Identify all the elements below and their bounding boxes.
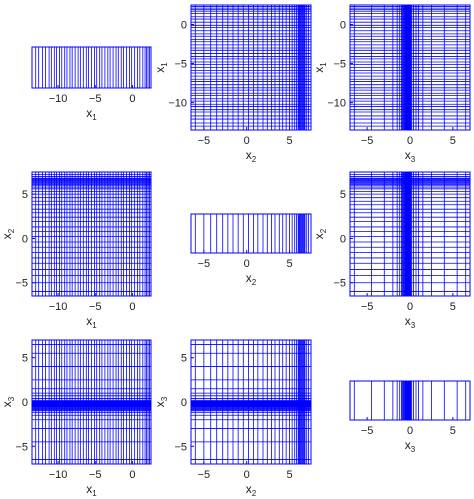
x-tick-label: 0 [129,301,135,313]
x-tick-label: −5 [361,301,374,313]
x-tick-label: 5 [450,135,456,147]
x-tick-label: −5 [89,469,102,481]
x-tick-label: 0 [244,469,250,481]
x-tick-label: −5 [361,135,374,147]
y-tick-label: 5 [181,353,187,365]
x-axis-label: x2 [246,148,257,164]
panel-frame [31,171,152,297]
x-tick-label: 0 [407,425,413,437]
axis-label-subscript: 3 [7,396,16,401]
y-tick-label: −5 [333,278,346,290]
x-tick-label: −5 [198,469,211,481]
x-tick-label: 0 [129,469,135,481]
panel-r1-c1: −10 −5 0 x1 [31,46,152,122]
axis-label-subscript: 2 [319,228,328,233]
y-axis-label: x2 [312,228,328,239]
axis-label-subscript: 1 [160,62,169,67]
axis-label-subscript: 2 [252,489,257,498]
y-tick-label: −10 [168,98,187,110]
x-tick-label: 5 [450,301,456,313]
panel-r3-c3: −5 0 5 x3 [349,380,471,454]
y-tick-label: 0 [22,233,28,245]
x-axis-label: x3 [405,148,416,164]
axis-label-subscript: 1 [319,62,328,67]
y-tick-label: 5 [340,189,346,201]
axis-label-subscript: 1 [92,113,97,122]
x-tick-label: −10 [49,301,68,313]
x-axis-label: x3 [405,314,416,330]
panel-r2-c2: −5 0 5 x2 [190,213,312,287]
x-tick-label: −10 [49,93,68,105]
y-tick-label: −5 [333,59,346,71]
y-tick-label: 0 [181,397,187,409]
y-tick-label: −5 [174,441,187,453]
x-tick-label: −5 [89,93,102,105]
axis-label-subscript: 1 [92,321,97,330]
axis-label-subscript: 3 [411,155,416,164]
panel-r1-c2: −5 0 5 x2 −10 −5 0 x1 [153,4,312,164]
y-axis-label: x1 [312,62,328,73]
y-axis-label: x1 [153,62,169,73]
x-tick-label: −10 [49,469,68,481]
axis-label-subscript: 3 [411,321,416,330]
y-axis-label: x3 [0,396,16,407]
x-tick-label: 5 [450,425,456,437]
x-tick-label: −5 [89,301,102,313]
x-tick-label: 0 [407,135,413,147]
panel-frame [190,213,312,254]
x-axis-label: x1 [86,314,97,330]
panel-frame [31,46,152,89]
x-tick-label: 5 [287,135,293,147]
panel-r2-c3: −5 0 5 x3 −5 0 5 x2 [312,171,471,330]
x-axis-label: x2 [246,271,257,287]
y-axis-label: x3 [153,396,169,407]
x-tick-label: −5 [361,425,374,437]
x-axis-label: x1 [86,106,97,122]
x-axis-label: x3 [405,438,416,454]
y-tick-label: −5 [15,278,28,290]
axis-label-subscript: 2 [252,278,257,287]
y-axis-label: x2 [0,228,16,239]
y-tick-label: 5 [22,353,28,365]
x-tick-label: −5 [198,135,211,147]
panel-r1-c3: −5 0 5 x3 −10 −5 0 x1 [312,4,471,164]
x-tick-label: 0 [244,135,250,147]
axis-label-subscript: 2 [252,155,257,164]
y-tick-label: −5 [174,59,187,71]
x-axis-label: x1 [86,482,97,498]
panel-frame [190,4,312,131]
y-tick-label: 0 [340,20,346,32]
x-axis-label: x2 [246,482,257,498]
axis-label-subscript: 1 [92,489,97,498]
x-tick-label: 0 [407,301,413,313]
y-tick-label: 5 [22,189,28,201]
y-tick-label: −5 [15,441,28,453]
x-tick-label: 5 [287,469,293,481]
axis-label-subscript: 3 [160,396,169,401]
x-tick-label: 0 [244,258,250,270]
x-tick-label: −5 [198,258,211,270]
axis-label-subscript: 2 [7,228,16,233]
y-tick-label: 0 [181,20,187,32]
axis-label-subscript: 3 [411,445,416,454]
y-tick-label: 0 [340,233,346,245]
x-tick-label: 5 [287,258,293,270]
x-tick-label: 0 [129,93,135,105]
y-tick-label: 0 [22,397,28,409]
y-tick-label: −10 [327,98,346,110]
panel-r3-c2: −5 0 5 x2 −5 0 5 x3 [153,339,312,498]
